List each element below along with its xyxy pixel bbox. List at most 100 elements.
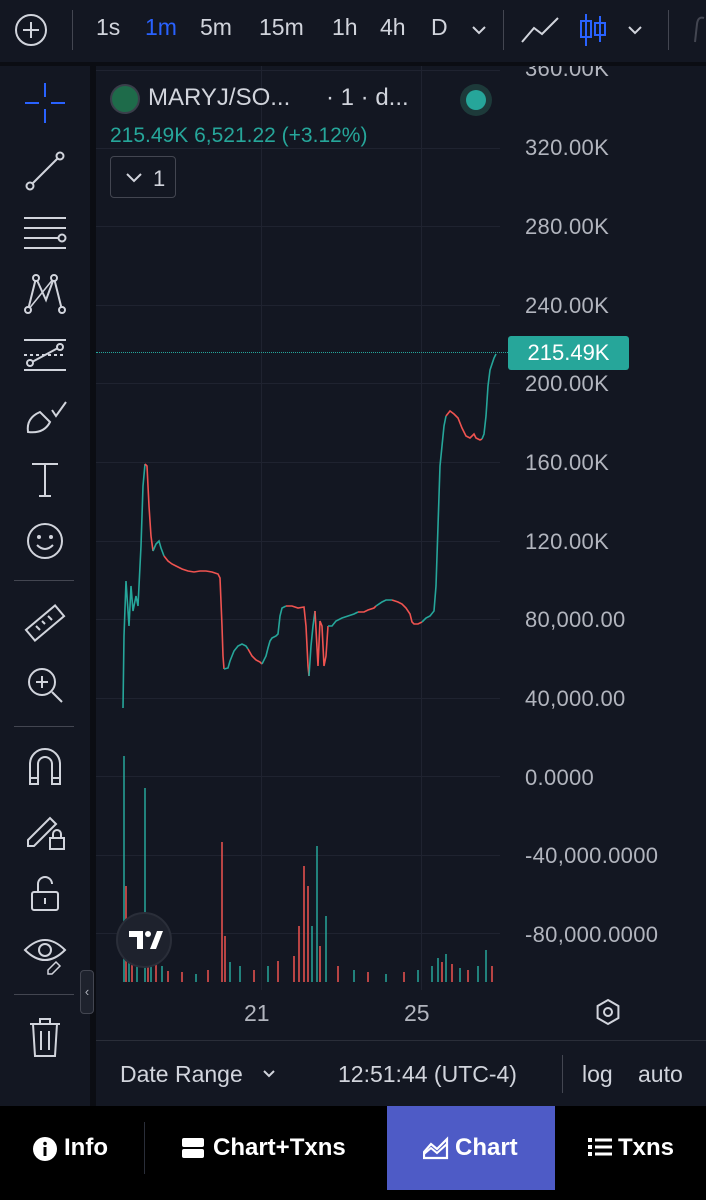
timeframe-1m[interactable]: 1m — [145, 14, 177, 40]
price-axis-label: 160.00K — [525, 450, 610, 475]
unlock-icon[interactable] — [22, 870, 68, 916]
timeframe-5m[interactable]: 5m — [200, 14, 232, 40]
timeframe-4h[interactable]: 4h — [380, 14, 406, 40]
legend-values: 215.49K 6,521.22 (+3.12%) — [110, 124, 367, 148]
toolbar-divider — [0, 62, 706, 66]
timeframe-1s[interactable]: 1s — [96, 14, 121, 40]
grid-line — [96, 619, 500, 620]
price-axis-label: 200.00K — [525, 371, 610, 396]
tab-label: Chart+Txns — [213, 1134, 346, 1161]
legend-price: 215.49K — [110, 124, 189, 147]
toolbar-separator — [503, 10, 504, 50]
date-range-button[interactable]: Date Range — [120, 1061, 243, 1087]
symbol-name: MARYJ/SO... — [148, 84, 291, 111]
symbol-interval: · 1 · d... — [326, 84, 409, 111]
tradingview-logo[interactable] — [116, 912, 172, 968]
grid-line — [96, 855, 500, 856]
price-axis-label: 360.00K — [525, 66, 610, 81]
timeframe-1h[interactable]: 1h — [332, 14, 358, 40]
tab-txns[interactable]: Txns — [556, 1106, 706, 1190]
price-line — [122, 353, 497, 709]
indicators-toggle-button[interactable]: 1 — [110, 156, 176, 198]
lock-drawings-icon[interactable] — [22, 806, 68, 852]
top-toolbar: 1s 1m 5m 15m 1h 4h D — [0, 0, 706, 60]
tab-chart-txns[interactable]: Chart+Txns — [145, 1106, 386, 1190]
tab-label: Chart — [455, 1134, 518, 1161]
trend-line-icon[interactable] — [22, 148, 68, 194]
toolbar-separator — [14, 726, 74, 727]
bottom-separator — [562, 1055, 563, 1093]
price-axis-label: 120.00K — [525, 529, 610, 554]
tab-label: Info — [64, 1134, 108, 1161]
grid-line — [96, 698, 500, 699]
time-axis-label: 25 — [404, 1000, 430, 1026]
line-chart-icon[interactable] — [520, 14, 560, 46]
text-icon[interactable] — [22, 456, 68, 502]
time-axis[interactable]: 21 25 — [96, 990, 706, 1036]
bottom-tab-bar: Info Chart+Txns Chart Txns — [0, 1106, 706, 1200]
trash-icon[interactable] — [22, 1014, 68, 1060]
tab-info[interactable]: Info — [0, 1106, 144, 1190]
time-axis-label: 21 — [244, 1000, 270, 1026]
grid-line — [96, 933, 500, 934]
timeframe-15m[interactable]: 15m — [259, 14, 304, 40]
brush-icon[interactable] — [22, 392, 68, 438]
timezone-clock[interactable]: 12:51:44 (UTC-4) — [338, 1061, 517, 1087]
toolbar-separator — [14, 580, 74, 581]
grid-line — [96, 383, 500, 384]
grid-line — [96, 305, 500, 306]
grid-line — [96, 226, 500, 227]
candles-icon[interactable] — [578, 12, 608, 48]
price-axis-label: 40,000.00 — [525, 686, 626, 711]
tab-chart[interactable]: Chart — [387, 1106, 555, 1190]
toolbar-separator — [72, 10, 73, 50]
log-scale-button[interactable]: log — [582, 1061, 613, 1087]
tradingview-logo-icon — [129, 931, 163, 949]
price-chart — [122, 353, 497, 982]
indicator-count: 1 — [153, 166, 166, 191]
chart-txns-icon — [182, 1138, 204, 1158]
price-axis-label: 280.00K — [525, 214, 610, 239]
fx-indicators-icon[interactable] — [688, 14, 706, 46]
drawing-toolbar — [0, 66, 90, 1106]
current-price-line — [96, 352, 508, 353]
list-icon — [588, 1138, 612, 1156]
symbol-title[interactable]: MARYJ/SO... · 1 · d... — [110, 84, 430, 114]
legend-change: 6,521.22 (+3.12%) — [194, 124, 368, 147]
grid-line — [96, 70, 500, 71]
price-axis-label: -40,000.0000 — [525, 843, 659, 868]
settings-icon[interactable] — [594, 998, 622, 1026]
fib-lines-icon[interactable] — [22, 210, 68, 256]
price-axis-label: 320.00K — [525, 135, 610, 160]
chart-area[interactable]: 360.00K 320.00K 280.00K 240.00K 200.00K … — [96, 66, 706, 990]
panel-border — [90, 66, 96, 1106]
toolbar-separator — [14, 994, 74, 995]
toolbar-separator — [668, 10, 669, 50]
chevron-down-icon[interactable] — [470, 22, 488, 38]
plus-circle-icon[interactable] — [14, 13, 48, 47]
chevron-down-icon[interactable] — [262, 1067, 276, 1081]
collapse-toolbar-handle[interactable]: ‹ — [80, 970, 94, 1014]
magnet-icon[interactable] — [22, 744, 68, 790]
market-status-dot[interactable] — [466, 90, 486, 110]
ruler-icon[interactable] — [22, 600, 68, 646]
grid-line — [96, 148, 500, 149]
emoji-icon[interactable] — [22, 518, 68, 564]
projection-icon[interactable] — [22, 332, 68, 378]
info-icon — [33, 1137, 57, 1161]
price-axis-label: 80,000.00 — [525, 607, 626, 632]
current-price-tag: 215.49K — [508, 336, 629, 370]
grid-line — [96, 776, 500, 777]
tab-separator — [144, 1122, 145, 1174]
area-chart-icon — [423, 1136, 449, 1160]
auto-scale-button[interactable]: auto — [638, 1061, 683, 1087]
zoom-in-icon[interactable] — [22, 662, 68, 708]
timeframe-d[interactable]: D — [431, 14, 448, 40]
grid-line — [96, 462, 500, 463]
price-axis-label: -80,000.0000 — [525, 922, 659, 947]
crosshair-icon[interactable] — [22, 80, 68, 126]
eye-icon[interactable] — [22, 930, 68, 976]
chevron-down-icon[interactable] — [626, 22, 644, 38]
pattern-icon[interactable] — [22, 270, 68, 316]
grid-line — [421, 66, 422, 990]
